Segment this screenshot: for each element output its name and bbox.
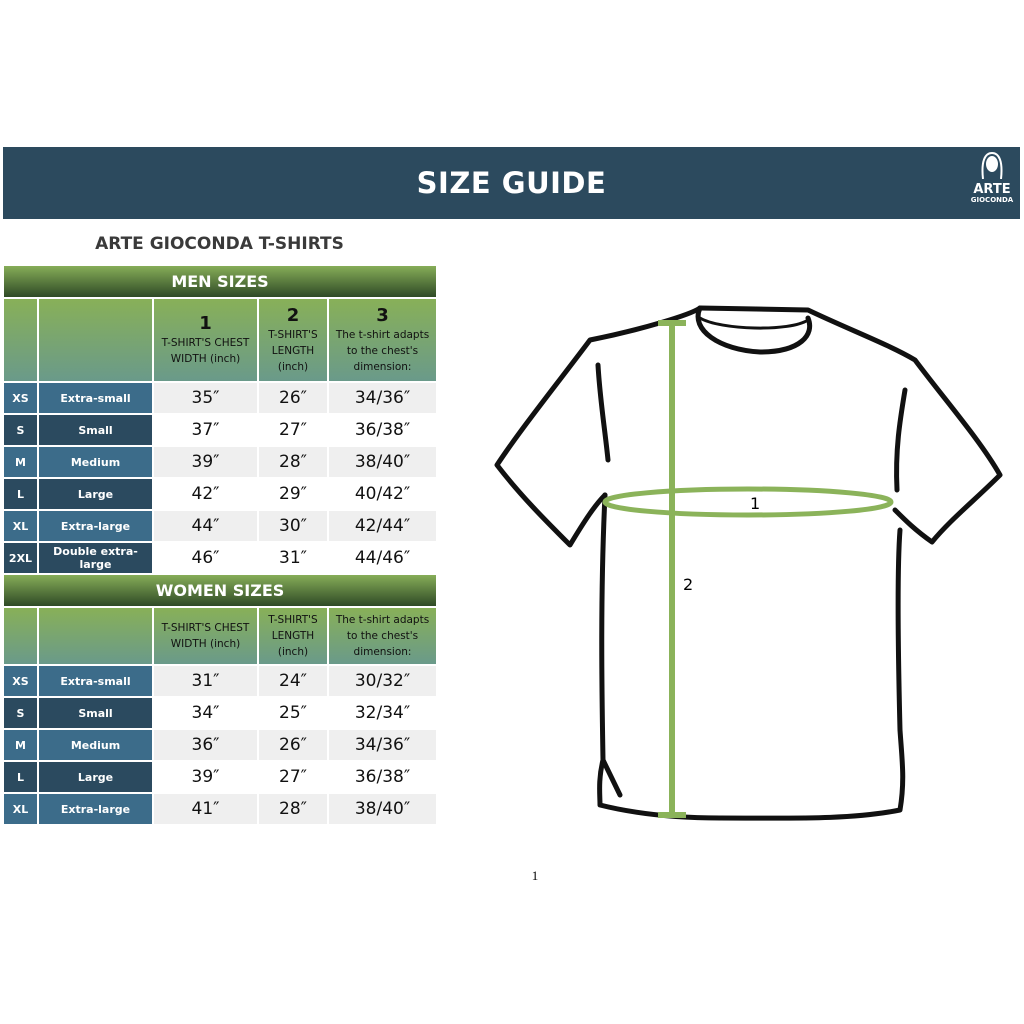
measurement-guides	[602, 320, 894, 818]
length: 31″	[259, 543, 327, 573]
chest-fit: 32/34″	[329, 698, 436, 728]
men-sizes-heading: MEN SIZES	[4, 266, 436, 297]
arte-gioconda-logo: ARTE GIOCONDA	[970, 151, 1014, 215]
size-name: Extra-large	[39, 794, 152, 824]
length: 28″	[259, 794, 327, 824]
table-row: XL Extra-large 41″ 28″ 38/40″	[4, 794, 436, 824]
header-row: 1 T-SHIRT'S CHEST WIDTH (inch) 2 T-SHIRT'S…	[4, 299, 436, 381]
chest-fit: 42/44″	[329, 511, 436, 541]
size-name: Small	[39, 698, 152, 728]
table-row: XL Extra-large 44″ 30″ 42/44″	[4, 511, 436, 541]
length: 29″	[259, 479, 327, 509]
size-name: Medium	[39, 447, 152, 477]
size-code: L	[4, 762, 37, 792]
chest-width: 39″	[154, 762, 257, 792]
length: 25″	[259, 698, 327, 728]
chest-fit: 30/32″	[329, 666, 436, 696]
size-code: M	[4, 730, 37, 760]
length: 27″	[259, 762, 327, 792]
table-row: XS Extra-small 31″ 24″ 30/32″	[4, 666, 436, 696]
length: 28″	[259, 447, 327, 477]
chest-fit: 34/36″	[329, 730, 436, 760]
column-header: T-SHIRT'S LENGTH (inch)	[268, 329, 318, 373]
chest-fit: 36/38″	[329, 762, 436, 792]
tshirt-diagram: 1 2	[494, 305, 1003, 821]
chest-width: 42″	[154, 479, 257, 509]
chest-width: 44″	[154, 511, 257, 541]
header-banner: SIZE GUIDE ARTE GIOCONDA	[3, 147, 1020, 219]
column-header: T-SHIRT'S LENGTH (inch)	[268, 614, 318, 658]
size-name: Small	[39, 415, 152, 445]
length-label: 2	[683, 575, 693, 594]
size-name: Extra-small	[39, 666, 152, 696]
chest-fit: 40/42″	[329, 479, 436, 509]
table-row: M Medium 36″ 26″ 34/36″	[4, 730, 436, 760]
women-size-table: WOMEN SIZES T-SHIRT'S CHEST WIDTH (inch)…	[4, 575, 436, 824]
size-name: Large	[39, 762, 152, 792]
size-code: XL	[4, 794, 37, 824]
size-code: XL	[4, 511, 37, 541]
chest-fit: 34/36″	[329, 383, 436, 413]
length: 26″	[259, 730, 327, 760]
length: 30″	[259, 511, 327, 541]
size-code: L	[4, 479, 37, 509]
size-name: Extra-large	[39, 511, 152, 541]
size-code: XS	[4, 666, 37, 696]
column-header: The t-shirt adapts to the chest's dimens…	[335, 329, 430, 373]
subtitle: ARTE GIOCONDA T-SHIRTS	[95, 234, 344, 254]
table-row: M Medium 39″ 28″ 38/40″	[4, 447, 436, 477]
chest-width: 46″	[154, 543, 257, 573]
chest-width: 36″	[154, 730, 257, 760]
tshirt-outline	[494, 305, 1003, 821]
header-row: T-SHIRT'S CHEST WIDTH (inch) T-SHIRT'S L…	[4, 608, 436, 664]
chest-width: 41″	[154, 794, 257, 824]
men-size-table: MEN SIZES 1 T-SHIRT'S CHEST WIDTH (inch) …	[4, 266, 436, 573]
size-code: M	[4, 447, 37, 477]
page-number: 1	[531, 868, 539, 883]
table-row: XS Extra-small 35″ 26″ 34/36″	[4, 383, 436, 413]
length: 24″	[259, 666, 327, 696]
size-code: XS	[4, 383, 37, 413]
women-sizes-heading: WOMEN SIZES	[4, 575, 436, 606]
size-code: 2XL	[4, 543, 37, 573]
chest-width: 37″	[154, 415, 257, 445]
column-header: T-SHIRT'S CHEST WIDTH (inch)	[161, 622, 250, 650]
size-code: S	[4, 698, 37, 728]
chest-width: 34″	[154, 698, 257, 728]
size-name: Large	[39, 479, 152, 509]
table-row: L Large 42″ 29″ 40/42″	[4, 479, 436, 509]
page-title: SIZE GUIDE	[416, 166, 607, 200]
chest-width: 35″	[154, 383, 257, 413]
table-row: L Large 39″ 27″ 36/38″	[4, 762, 436, 792]
column-number: 1	[199, 313, 212, 334]
table-row: S Small 37″ 27″ 36/38″	[4, 415, 436, 445]
chest-fit: 36/38″	[329, 415, 436, 445]
length: 26″	[259, 383, 327, 413]
chest-fit: 38/40″	[329, 447, 436, 477]
size-code: S	[4, 415, 37, 445]
column-number: 2	[286, 305, 300, 326]
column-header: The t-shirt adapts to the chest's dimens…	[335, 614, 430, 658]
chest-width: 39″	[154, 447, 257, 477]
chest-width-label: 1	[750, 494, 760, 513]
size-name: Extra-small	[39, 383, 152, 413]
chest-fit: 44/46″	[329, 543, 436, 573]
chest-width: 31″	[154, 666, 257, 696]
table-row: S Small 34″ 25″ 32/34″	[4, 698, 436, 728]
length: 27″	[259, 415, 327, 445]
table-row: 2XL Double extra-large 46″ 31″ 44/46″	[4, 543, 436, 573]
size-name: Double extra-large	[39, 543, 152, 573]
column-number: 3	[376, 305, 389, 326]
column-header: T-SHIRT'S CHEST WIDTH (inch)	[161, 337, 250, 365]
chest-fit: 38/40″	[329, 794, 436, 824]
size-name: Medium	[39, 730, 152, 760]
